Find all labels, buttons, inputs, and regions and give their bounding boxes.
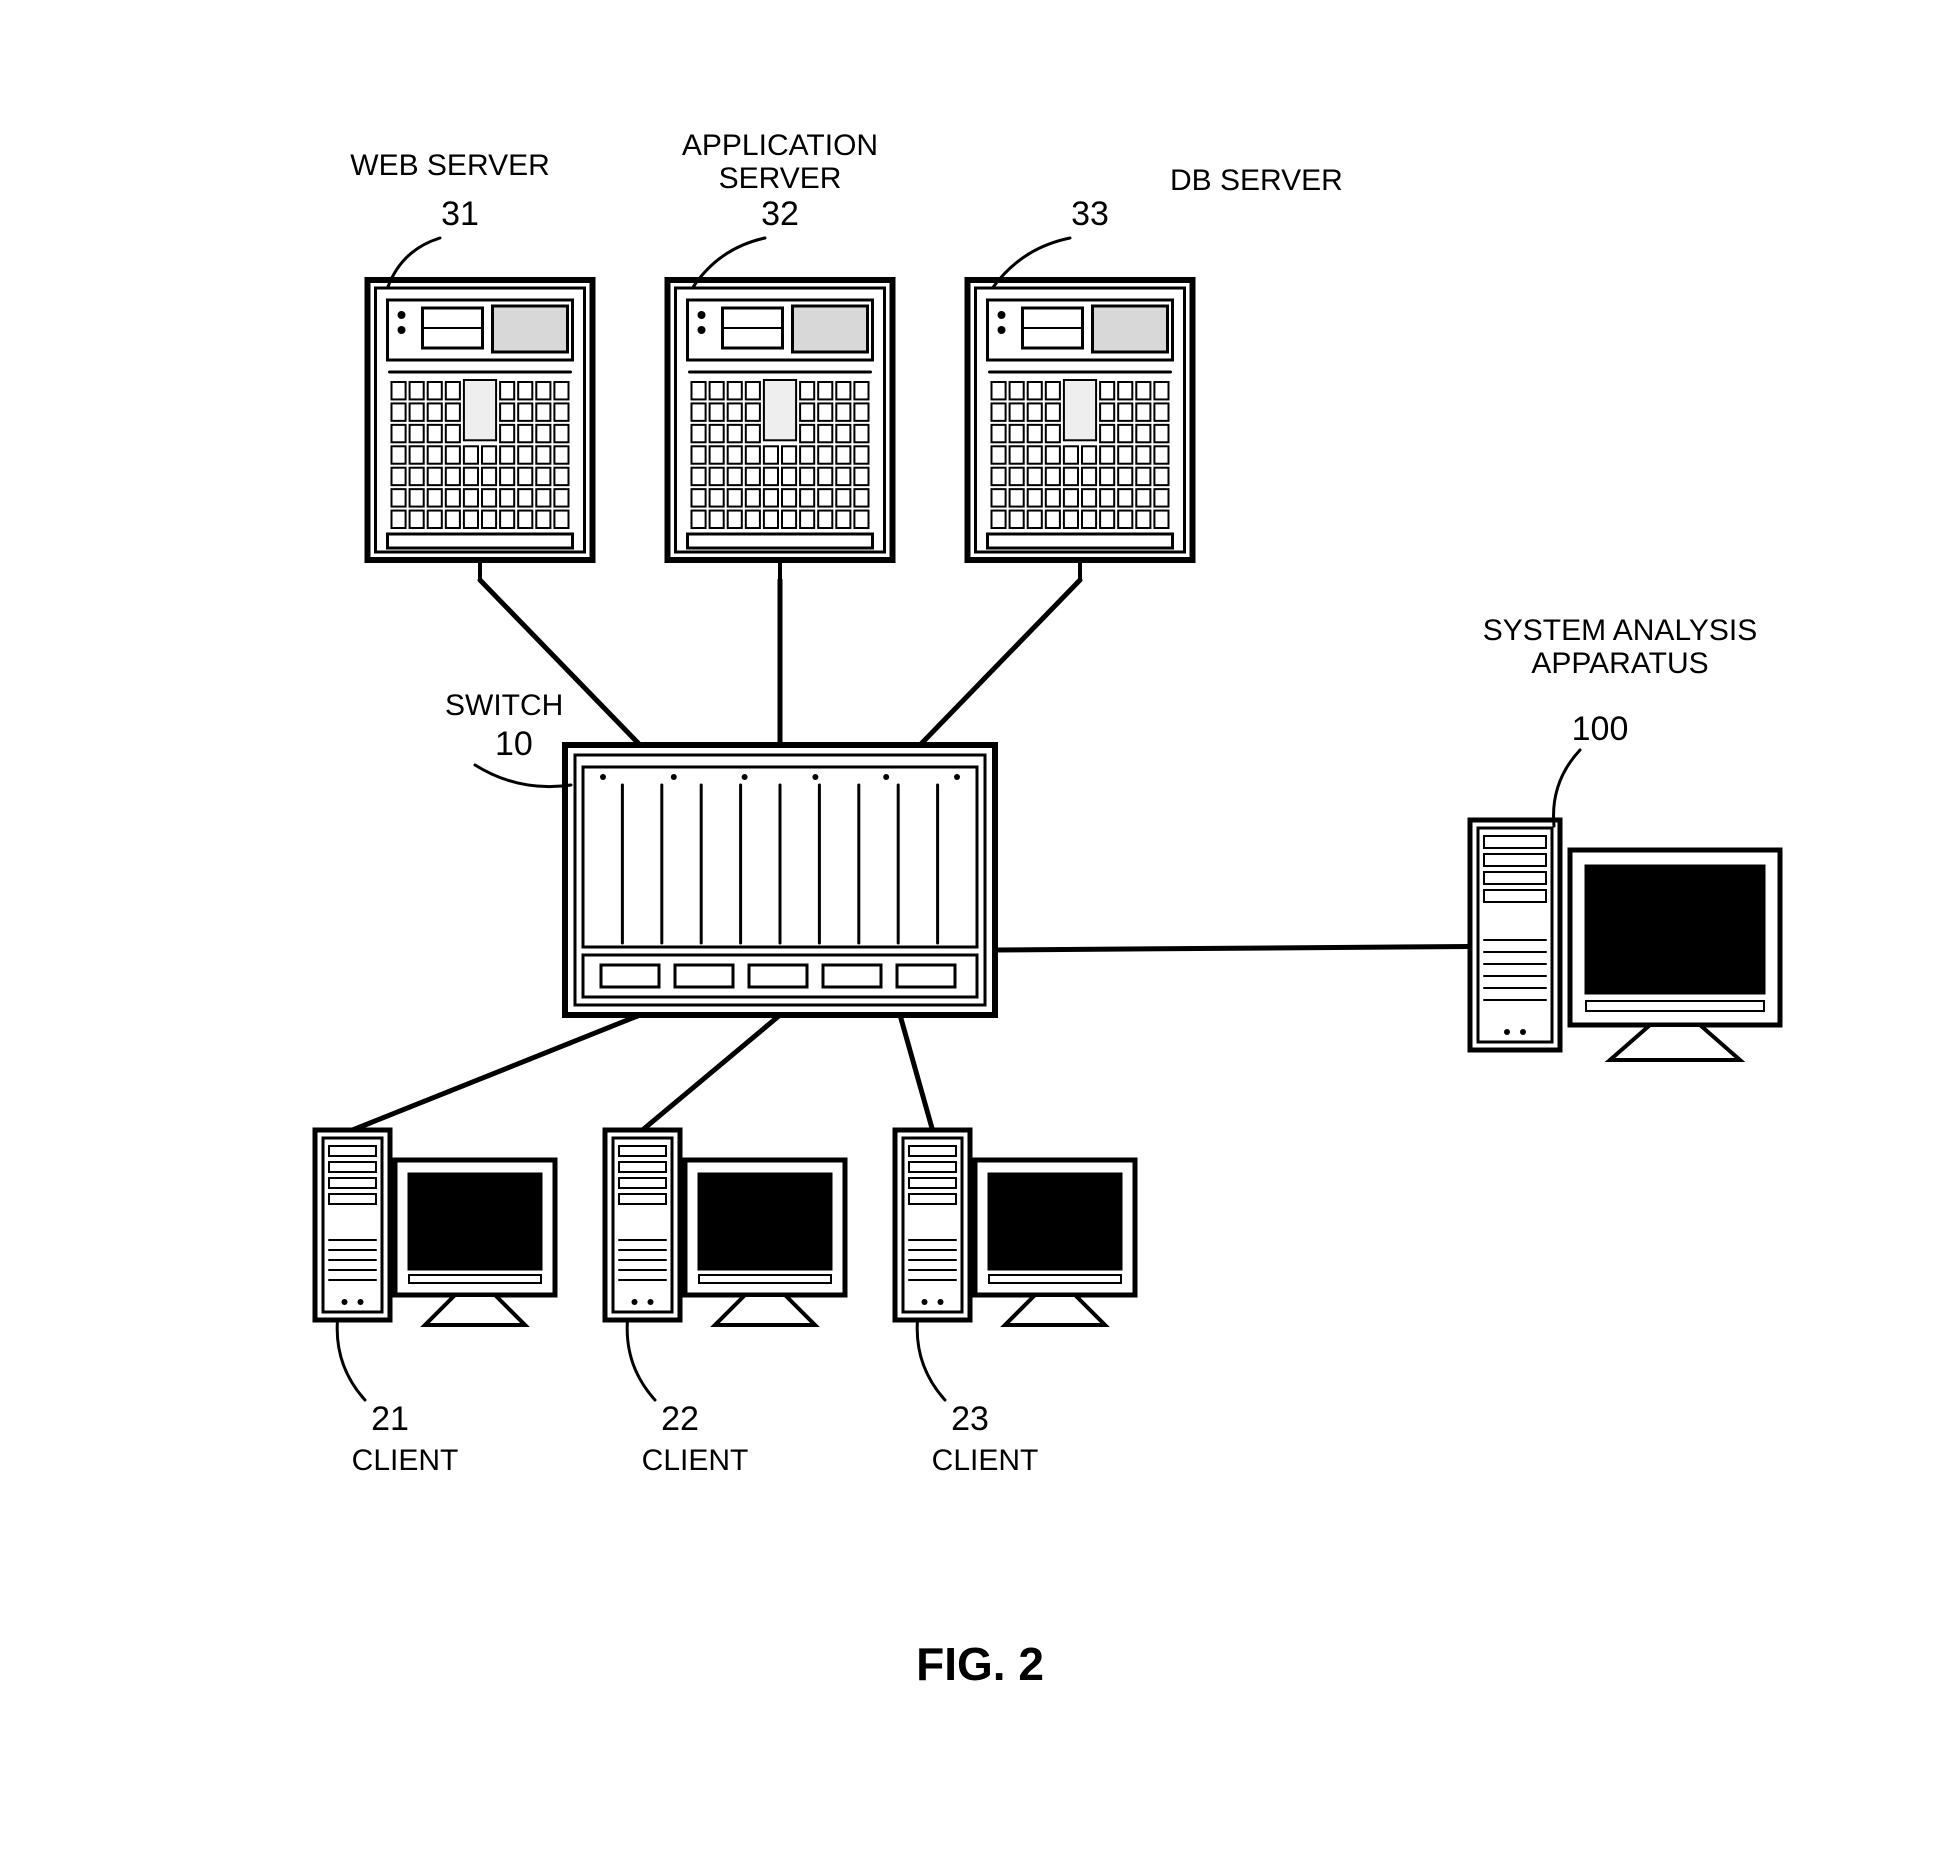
svg-text:CLIENT: CLIENT — [932, 1444, 1039, 1477]
svg-text:10: 10 — [495, 725, 533, 763]
svg-text:CLIENT: CLIENT — [352, 1444, 459, 1477]
svg-text:100: 100 — [1572, 710, 1629, 748]
svg-text:SYSTEM ANALYSIS: SYSTEM ANALYSIS — [1483, 614, 1758, 647]
svg-text:FIG. 2: FIG. 2 — [916, 1638, 1044, 1690]
svg-text:APPLICATION: APPLICATION — [682, 129, 878, 162]
svg-text:31: 31 — [441, 195, 479, 233]
svg-text:WEB SERVER: WEB SERVER — [350, 149, 550, 182]
svg-text:32: 32 — [761, 195, 799, 233]
svg-text:23: 23 — [951, 1400, 989, 1438]
svg-text:21: 21 — [371, 1400, 409, 1438]
svg-text:22: 22 — [661, 1400, 699, 1438]
svg-text:CLIENT: CLIENT — [642, 1444, 749, 1477]
svg-text:SERVER: SERVER — [719, 162, 842, 195]
svg-text:SWITCH: SWITCH — [445, 689, 563, 722]
svg-text:DB SERVER: DB SERVER — [1170, 164, 1343, 197]
svg-text:33: 33 — [1071, 195, 1109, 233]
svg-text:APPARATUS: APPARATUS — [1531, 647, 1708, 680]
